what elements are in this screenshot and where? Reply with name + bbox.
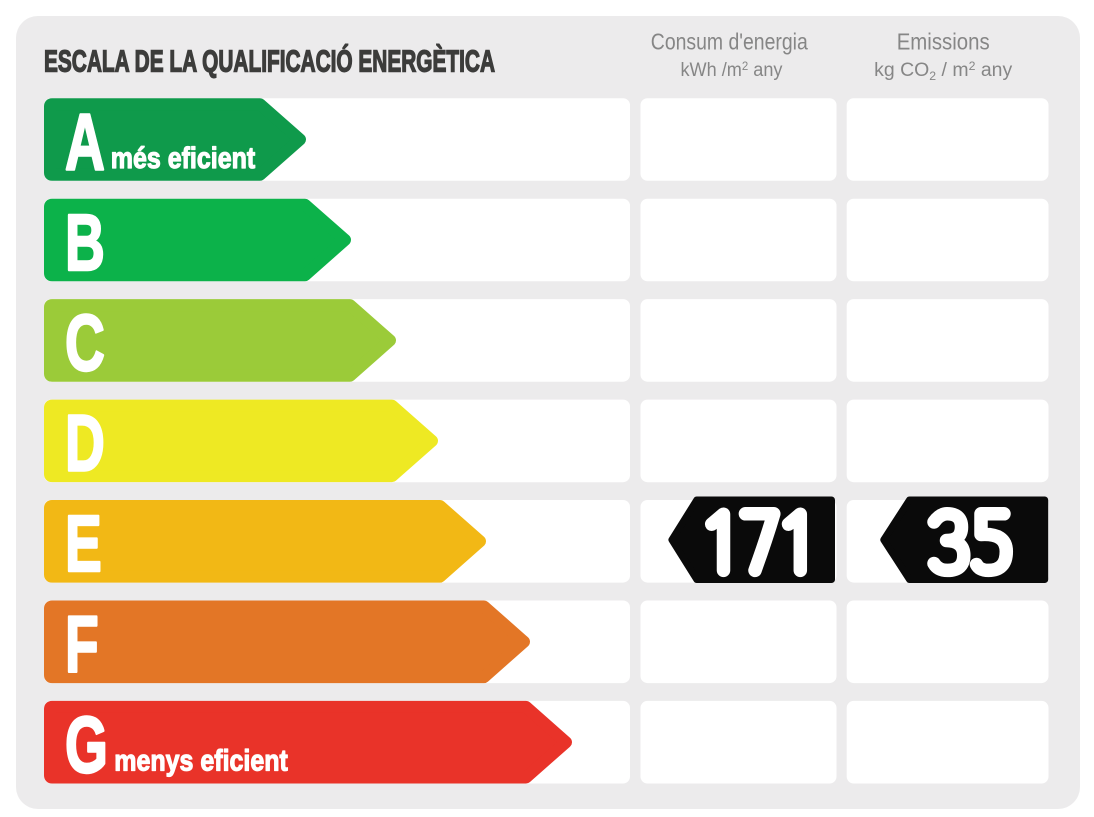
svg-text:ESCALA DE LA QUALIFICACIÓ ENER: ESCALA DE LA QUALIFICACIÓ ENERGÈTICA: [44, 42, 495, 78]
svg-text:Emissions: Emissions: [897, 28, 990, 54]
svg-text:kg CO2 / m2 any: kg CO2 / m2 any: [874, 59, 1013, 83]
svg-text:B: B: [65, 198, 105, 288]
svg-text:més eficient: més eficient: [111, 141, 255, 175]
svg-text:C: C: [65, 298, 105, 388]
svg-text:A: A: [65, 97, 105, 187]
svg-text:menys eficient: menys eficient: [114, 744, 288, 778]
svg-text:G: G: [65, 700, 108, 790]
svg-text:kWh /m2 any: kWh /m2 any: [681, 59, 783, 81]
svg-text:Consum d'energia: Consum d'energia: [651, 28, 809, 54]
svg-text:E: E: [65, 499, 102, 589]
svg-text:F: F: [65, 599, 99, 689]
svg-text:D: D: [65, 398, 105, 488]
